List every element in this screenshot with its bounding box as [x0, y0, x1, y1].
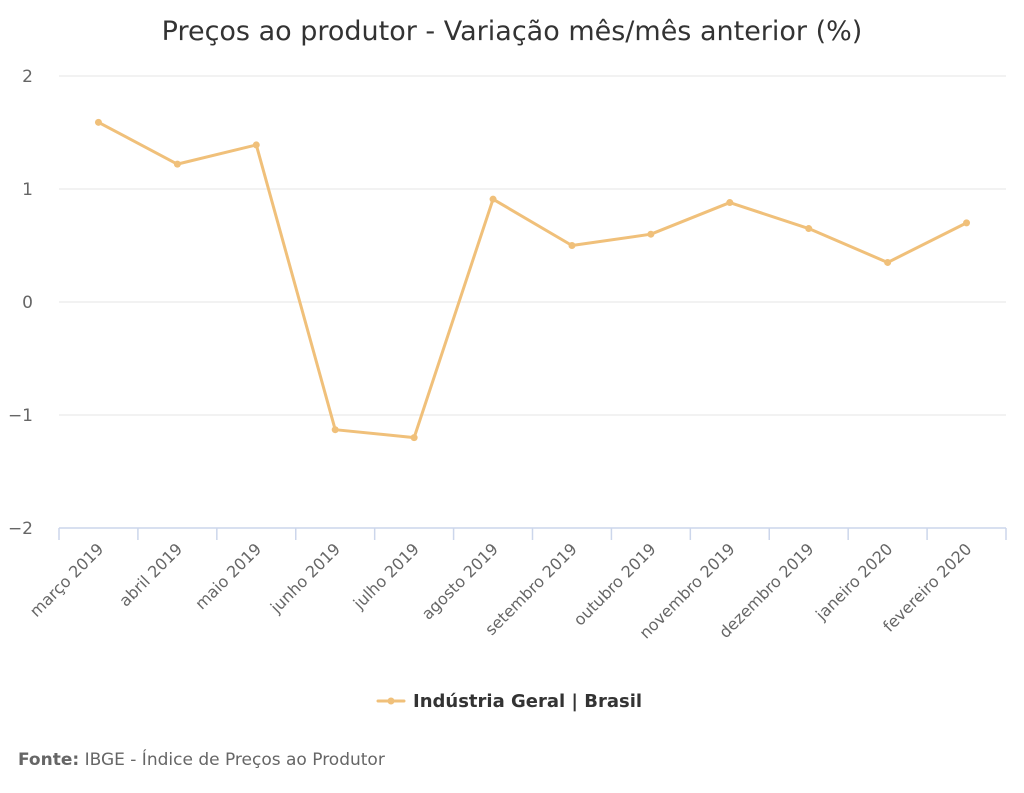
data-point[interactable]	[331, 426, 339, 434]
source-note: Fonte: IBGE - Índice de Preços ao Produt…	[18, 750, 385, 770]
line-chart: Preços ao produtor - Variação mês/mês an…	[8, 16, 1007, 712]
data-point[interactable]	[884, 258, 892, 266]
y-tick-label: 0	[22, 293, 33, 313]
data-point[interactable]	[410, 434, 418, 442]
chart-title: Preços ao produtor - Variação mês/mês an…	[162, 16, 863, 47]
y-tick-label: −2	[8, 519, 33, 539]
legend-label[interactable]: Indústria Geral | Brasil	[413, 691, 642, 712]
grid-lines	[59, 75, 1006, 416]
x-tick-label: maio 2019	[191, 539, 265, 613]
x-tick-label: julho 2019	[349, 539, 423, 613]
source-label: Fonte:	[18, 750, 80, 770]
series-line	[96, 120, 969, 440]
legend[interactable]: Indústria Geral | Brasil	[376, 691, 642, 712]
y-axis: 2 1 0 −1 −2	[8, 67, 33, 539]
source-text: IBGE - Índice de Preços ao Produtor	[84, 750, 385, 770]
series-layer	[94, 118, 971, 442]
y-tick-label: 1	[22, 180, 33, 200]
data-point[interactable]	[94, 118, 102, 126]
y-tick-label: −1	[8, 406, 33, 426]
x-tick-label: março 2019	[26, 539, 107, 620]
x-tick-label: abril 2019	[115, 539, 186, 610]
data-point[interactable]	[726, 199, 734, 207]
data-point[interactable]	[647, 230, 655, 238]
x-tick-label: junho 2019	[266, 539, 344, 617]
data-point[interactable]	[252, 141, 260, 149]
x-tick-label: janeiro 2020	[811, 539, 896, 624]
legend-symbol-marker	[387, 697, 395, 705]
data-point[interactable]	[173, 160, 181, 168]
data-point[interactable]	[489, 195, 497, 203]
data-point[interactable]	[568, 242, 576, 249]
x-tick-label: agosto 2019	[418, 539, 502, 623]
data-point[interactable]	[963, 219, 971, 227]
y-tick-label: 2	[22, 67, 33, 87]
x-tick-label: outubro 2019	[570, 539, 660, 629]
data-point[interactable]	[805, 225, 813, 233]
x-axis: março 2019 abril 2019 maio 2019 junho 2019 j…	[26, 527, 1007, 642]
